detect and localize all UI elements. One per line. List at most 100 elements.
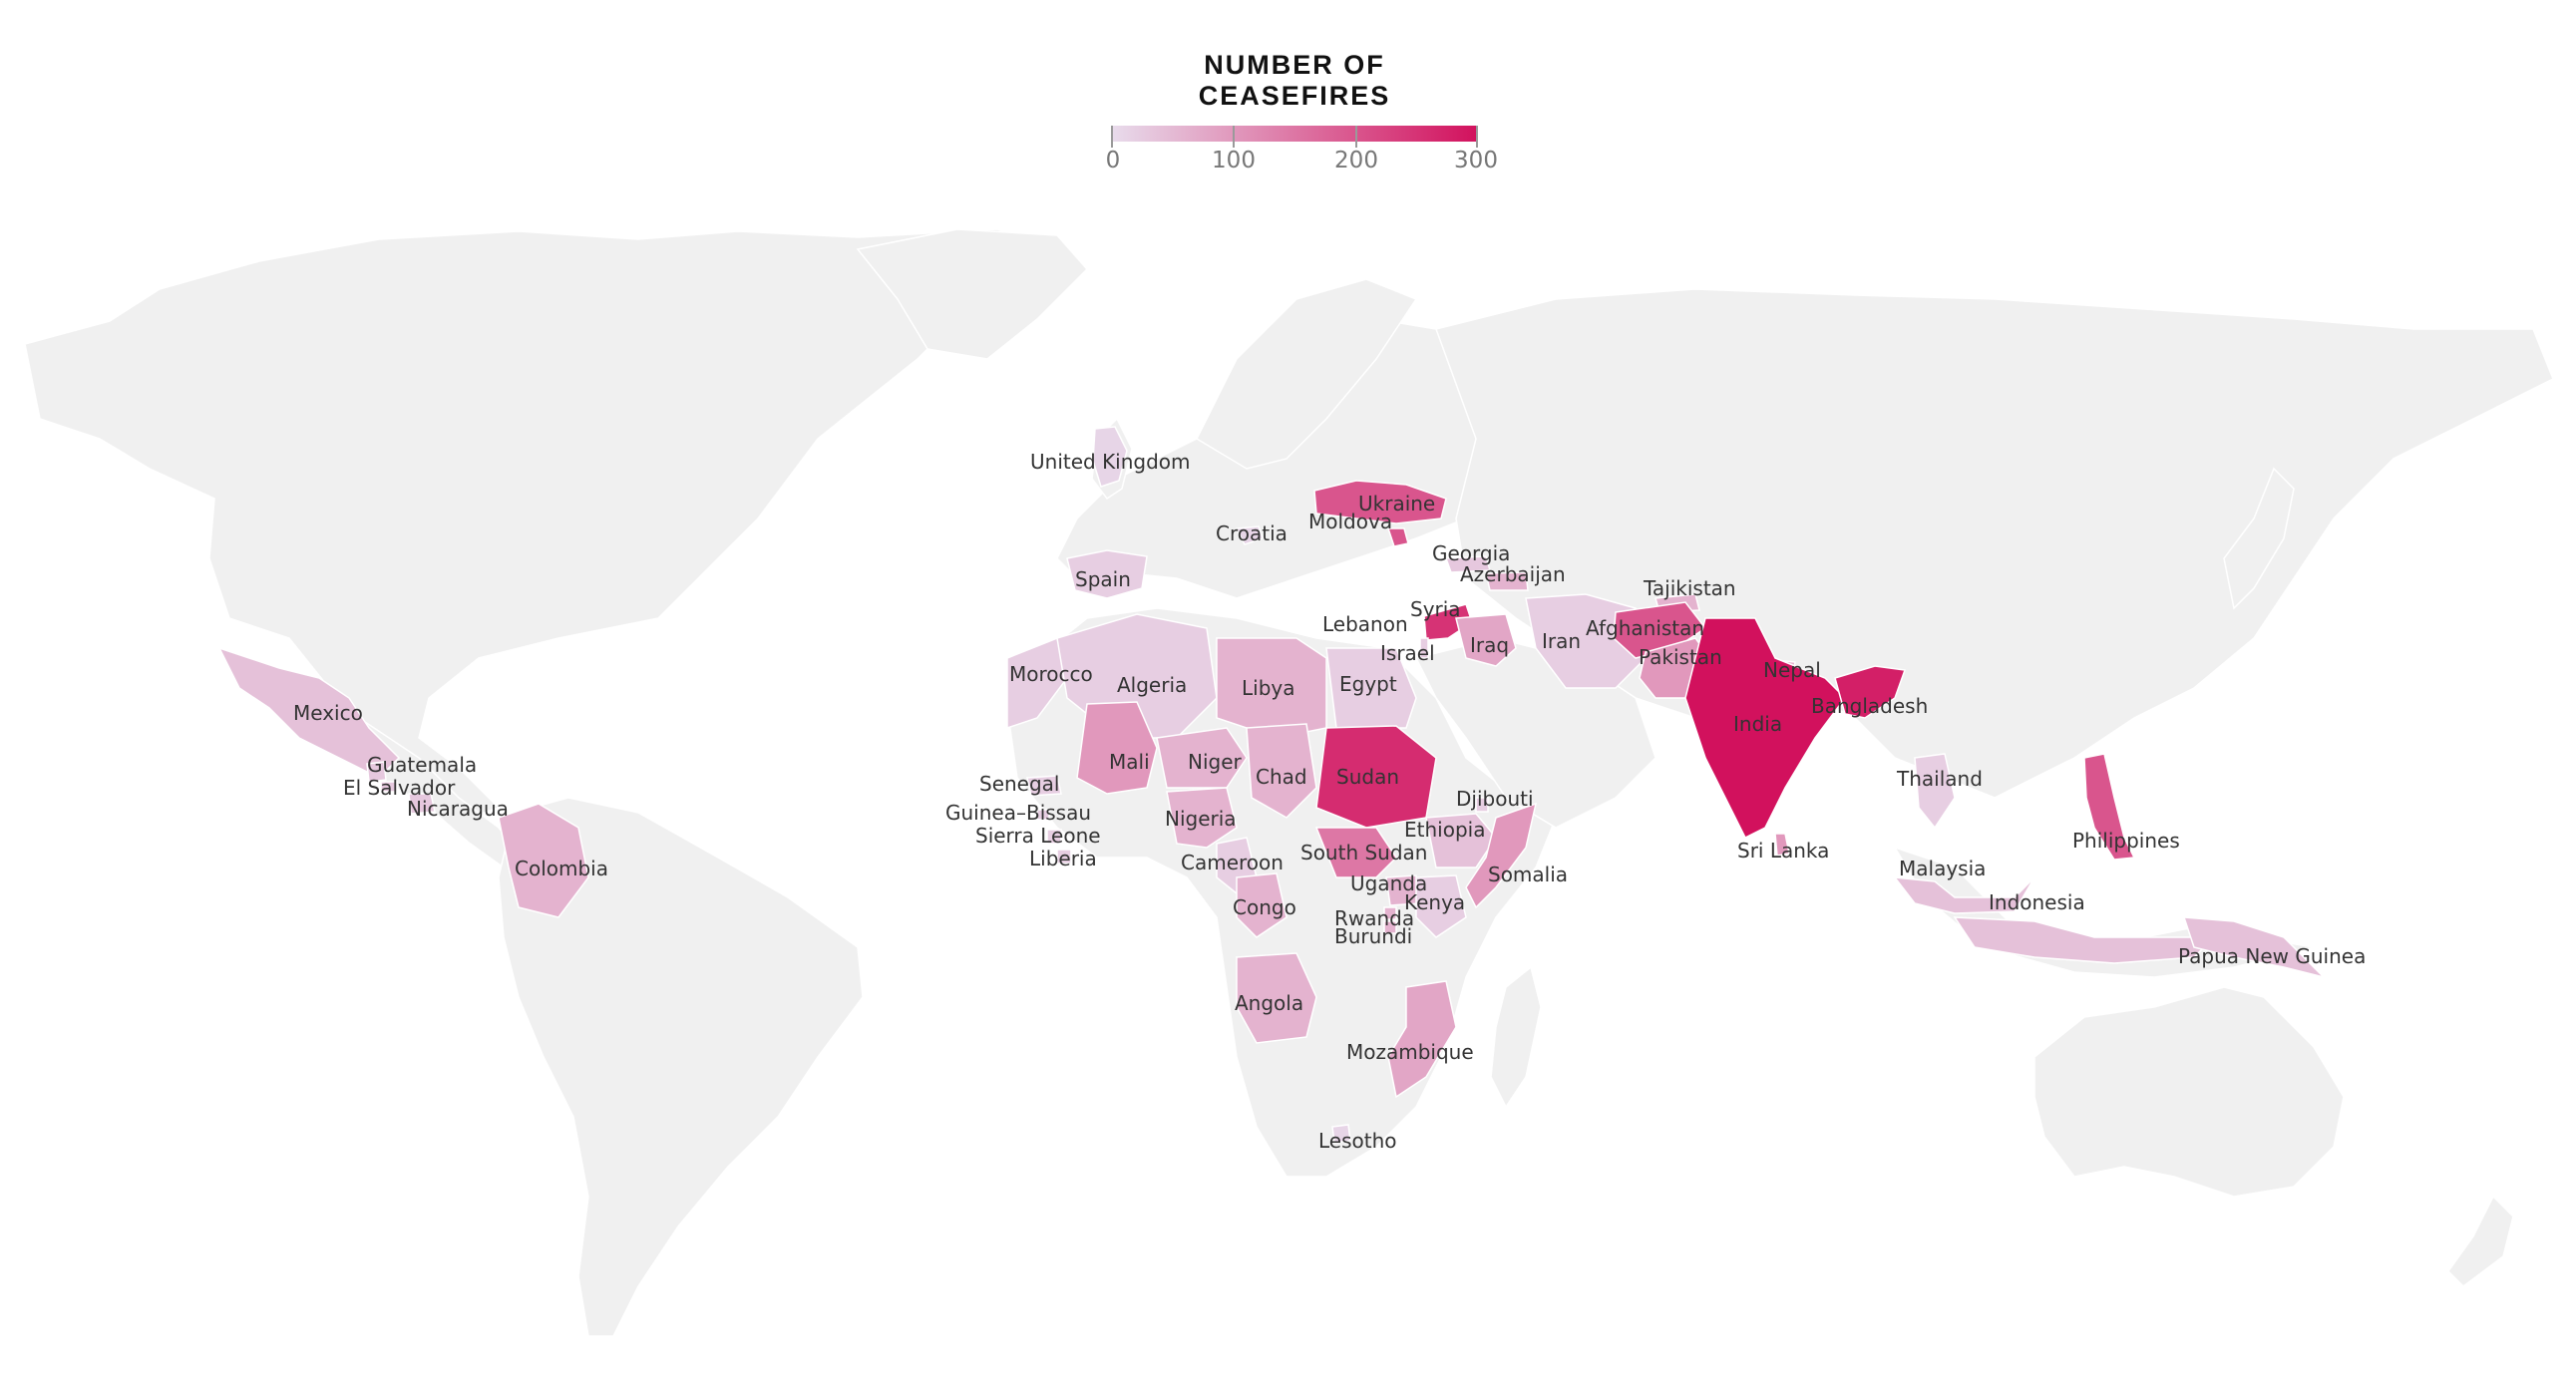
country-guatemala[interactable] bbox=[366, 761, 387, 783]
label-burundi: Burundi bbox=[1334, 924, 1412, 948]
country-lesotho[interactable] bbox=[1331, 1124, 1351, 1144]
label-niger: Niger bbox=[1188, 750, 1243, 774]
country-djibouti[interactable] bbox=[1475, 797, 1489, 813]
country-ethiopia[interactable] bbox=[1425, 813, 1497, 868]
country-papua-new-guinea[interactable] bbox=[2182, 916, 2327, 979]
country-rwanda[interactable] bbox=[1383, 906, 1397, 920]
country-sri-lanka[interactable] bbox=[1774, 833, 1790, 857]
label-israel: Israel bbox=[1380, 641, 1435, 665]
label-india: India bbox=[1733, 712, 1782, 736]
country-kenya[interactable] bbox=[1415, 874, 1467, 938]
country-india[interactable] bbox=[1684, 617, 1846, 840]
country-bangladesh[interactable] bbox=[1834, 665, 1907, 719]
label-georgia: Georgia bbox=[1432, 541, 1510, 565]
label-liberia: Liberia bbox=[1029, 847, 1097, 870]
label-nigeria: Nigeria bbox=[1165, 807, 1237, 831]
land-japan bbox=[2223, 467, 2295, 610]
label-sri-lanka: Sri Lanka bbox=[1737, 839, 1829, 863]
country-somalia[interactable] bbox=[1465, 802, 1538, 909]
label-mozambique: Mozambique bbox=[1346, 1040, 1474, 1064]
label-libya: Libya bbox=[1242, 676, 1295, 700]
label-nicaragua: Nicaragua bbox=[407, 797, 509, 821]
country-moldova[interactable] bbox=[1386, 527, 1409, 547]
country-burundi[interactable] bbox=[1383, 920, 1397, 934]
label-azerbaijan: Azerbaijan bbox=[1460, 562, 1566, 586]
country-azerbaijan[interactable] bbox=[1485, 571, 1529, 591]
label-egypt: Egypt bbox=[1339, 672, 1397, 696]
legend-title: NUMBER OF CEASEFIRES bbox=[1198, 50, 1391, 111]
country-el-salvador[interactable] bbox=[380, 781, 398, 793]
country-georgia[interactable] bbox=[1444, 555, 1491, 573]
country-colombia[interactable] bbox=[498, 803, 589, 918]
country-niger[interactable] bbox=[1156, 727, 1248, 789]
label-iran: Iran bbox=[1542, 629, 1581, 653]
label-spain: Spain bbox=[1075, 567, 1131, 591]
label-philippines: Philippines bbox=[2072, 829, 2180, 853]
land-australia bbox=[2033, 986, 2345, 1198]
label-sudan: Sudan bbox=[1336, 765, 1399, 789]
label-senegal: Senegal bbox=[979, 772, 1060, 796]
country-spain[interactable] bbox=[1066, 549, 1148, 599]
label-el-salvador: El Salvador bbox=[343, 776, 456, 800]
legend: NUMBER OF CEASEFIRES 0 100 200 300 bbox=[1105, 50, 1498, 173]
country-liberia[interactable] bbox=[1056, 849, 1072, 865]
country-mexico[interactable] bbox=[217, 646, 401, 779]
legend-tick-3 bbox=[1476, 126, 1478, 148]
label-tajikistan: Tajikistan bbox=[1643, 576, 1736, 600]
country-sierra-leone[interactable] bbox=[1046, 829, 1062, 845]
label-sierra-leone: Sierra Leone bbox=[975, 824, 1101, 848]
land-madagascar bbox=[1490, 965, 1542, 1109]
country-united-kingdom[interactable] bbox=[1092, 426, 1128, 488]
country-angola[interactable] bbox=[1236, 952, 1317, 1044]
country-nicaragua[interactable] bbox=[408, 793, 436, 815]
label-guatemala: Guatemala bbox=[367, 753, 477, 777]
country-congo[interactable] bbox=[1236, 872, 1288, 938]
country-croatia[interactable] bbox=[1235, 525, 1264, 545]
legend-label-3: 300 bbox=[1454, 148, 1498, 173]
label-lebanon: Lebanon bbox=[1322, 612, 1408, 636]
label-thailand: Thailand bbox=[1896, 767, 1983, 791]
label-south-sudan: South Sudan bbox=[1300, 841, 1427, 865]
country-senegal[interactable] bbox=[1026, 775, 1062, 797]
country-guinea-bissau[interactable] bbox=[1036, 809, 1050, 821]
country-mali[interactable] bbox=[1076, 701, 1158, 795]
country-nigeria[interactable] bbox=[1166, 787, 1238, 849]
country-israel[interactable] bbox=[1419, 637, 1429, 659]
label-kenya: Kenya bbox=[1404, 890, 1465, 914]
label-united-kingdom: United Kingdom bbox=[1030, 450, 1191, 474]
label-croatia: Croatia bbox=[1216, 521, 1288, 545]
legend-label-2: 200 bbox=[1334, 148, 1378, 173]
label-syria: Syria bbox=[1410, 597, 1461, 621]
land-scandinavia bbox=[1196, 278, 1418, 470]
country-south-sudan[interactable] bbox=[1314, 827, 1397, 878]
label-lesotho: Lesotho bbox=[1318, 1129, 1397, 1153]
label-morocco: Morocco bbox=[1009, 662, 1093, 686]
country-morocco[interactable] bbox=[1006, 636, 1068, 730]
label-pakistan: Pakistan bbox=[1639, 645, 1722, 669]
label-djibouti: Djibouti bbox=[1456, 787, 1534, 811]
label-chad: Chad bbox=[1256, 765, 1307, 789]
country-thailand[interactable] bbox=[1914, 753, 1956, 830]
country-iraq[interactable] bbox=[1455, 613, 1517, 667]
country-indonesia[interactable] bbox=[1953, 916, 2216, 964]
label-nepal: Nepal bbox=[1763, 658, 1821, 682]
country-egypt[interactable] bbox=[1325, 647, 1417, 729]
highlighted-countries bbox=[217, 426, 2327, 1144]
label-moldova: Moldova bbox=[1308, 510, 1392, 533]
label-rwanda: Rwanda bbox=[1334, 906, 1414, 930]
label-indonesia: Indonesia bbox=[1989, 890, 2085, 914]
land-south-america bbox=[498, 797, 864, 1337]
legend-color-scale: 0 100 200 300 bbox=[1106, 126, 1498, 173]
country-philippines[interactable] bbox=[2083, 753, 2136, 861]
country-ukraine[interactable] bbox=[1313, 480, 1447, 524]
label-iraq: Iraq bbox=[1470, 633, 1509, 657]
label-colombia: Colombia bbox=[515, 857, 608, 880]
country-chad[interactable] bbox=[1246, 723, 1317, 819]
country-malaysia[interactable] bbox=[1893, 876, 2035, 914]
legend-tick-2 bbox=[1355, 126, 1357, 148]
label-ethiopia: Ethiopia bbox=[1404, 818, 1485, 842]
label-uganda: Uganda bbox=[1350, 871, 1427, 895]
label-somalia: Somalia bbox=[1488, 863, 1568, 886]
country-mozambique[interactable] bbox=[1387, 980, 1457, 1099]
